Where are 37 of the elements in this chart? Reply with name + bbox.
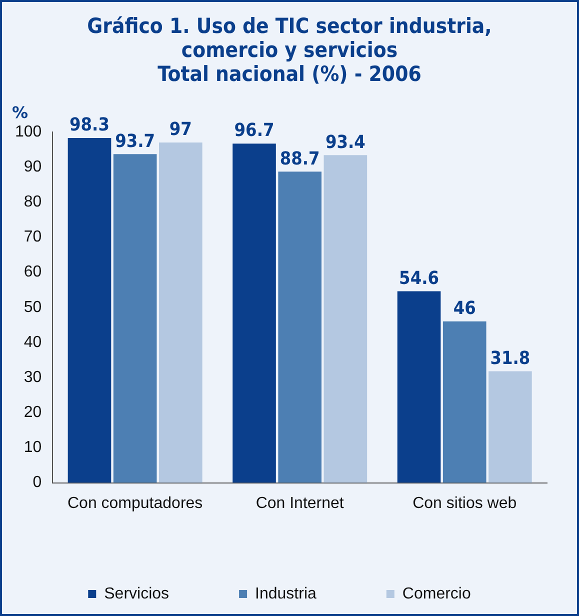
x-tick-label: Con Internet <box>256 494 344 512</box>
legend-label: Comercio <box>402 585 471 602</box>
data-label: 54.6 <box>399 268 440 289</box>
y-tick-label: 20 <box>24 404 42 422</box>
data-label: 97 <box>169 119 192 140</box>
bar <box>488 371 532 483</box>
data-label: 93.4 <box>325 132 366 153</box>
bar <box>397 291 441 483</box>
bar <box>159 142 202 483</box>
data-label: 93.7 <box>115 130 156 152</box>
y-tick-label: 60 <box>24 264 42 281</box>
y-tick-label: 80 <box>24 194 42 211</box>
y-tick-label: 70 <box>24 228 42 246</box>
bar <box>442 321 486 483</box>
bar <box>113 154 157 483</box>
data-label: 88.7 <box>280 148 320 170</box>
y-tick-label: 40 <box>24 334 42 351</box>
bar <box>324 155 368 483</box>
bar <box>68 138 112 483</box>
x-tick-label: Con computadores <box>67 494 203 512</box>
data-label: 46 <box>453 298 476 320</box>
y-tick-label: 0 <box>32 474 42 492</box>
x-tick-label: Con sitios web <box>412 494 517 512</box>
legend-label: Servicios <box>104 585 170 602</box>
data-label: 96.7 <box>234 120 274 142</box>
bar <box>232 144 276 483</box>
y-tick-label: 10 <box>24 439 42 456</box>
bar <box>278 172 322 483</box>
y-tick-label: 100 <box>14 123 42 140</box>
y-tick-label: 30 <box>24 368 42 386</box>
chart-title: Gráfico 1. Uso de TIC sector industria, comercio y servicios Total nacional (%) - 2006 <box>86 14 493 86</box>
data-label: 31.8 <box>490 348 530 369</box>
y-tick-label: 50 <box>24 298 42 316</box>
y-axis-title: % <box>12 103 28 122</box>
y-tick-label: 90 <box>24 158 42 176</box>
legend-label: Industria <box>255 585 317 602</box>
data-label: 98.3 <box>70 114 110 136</box>
